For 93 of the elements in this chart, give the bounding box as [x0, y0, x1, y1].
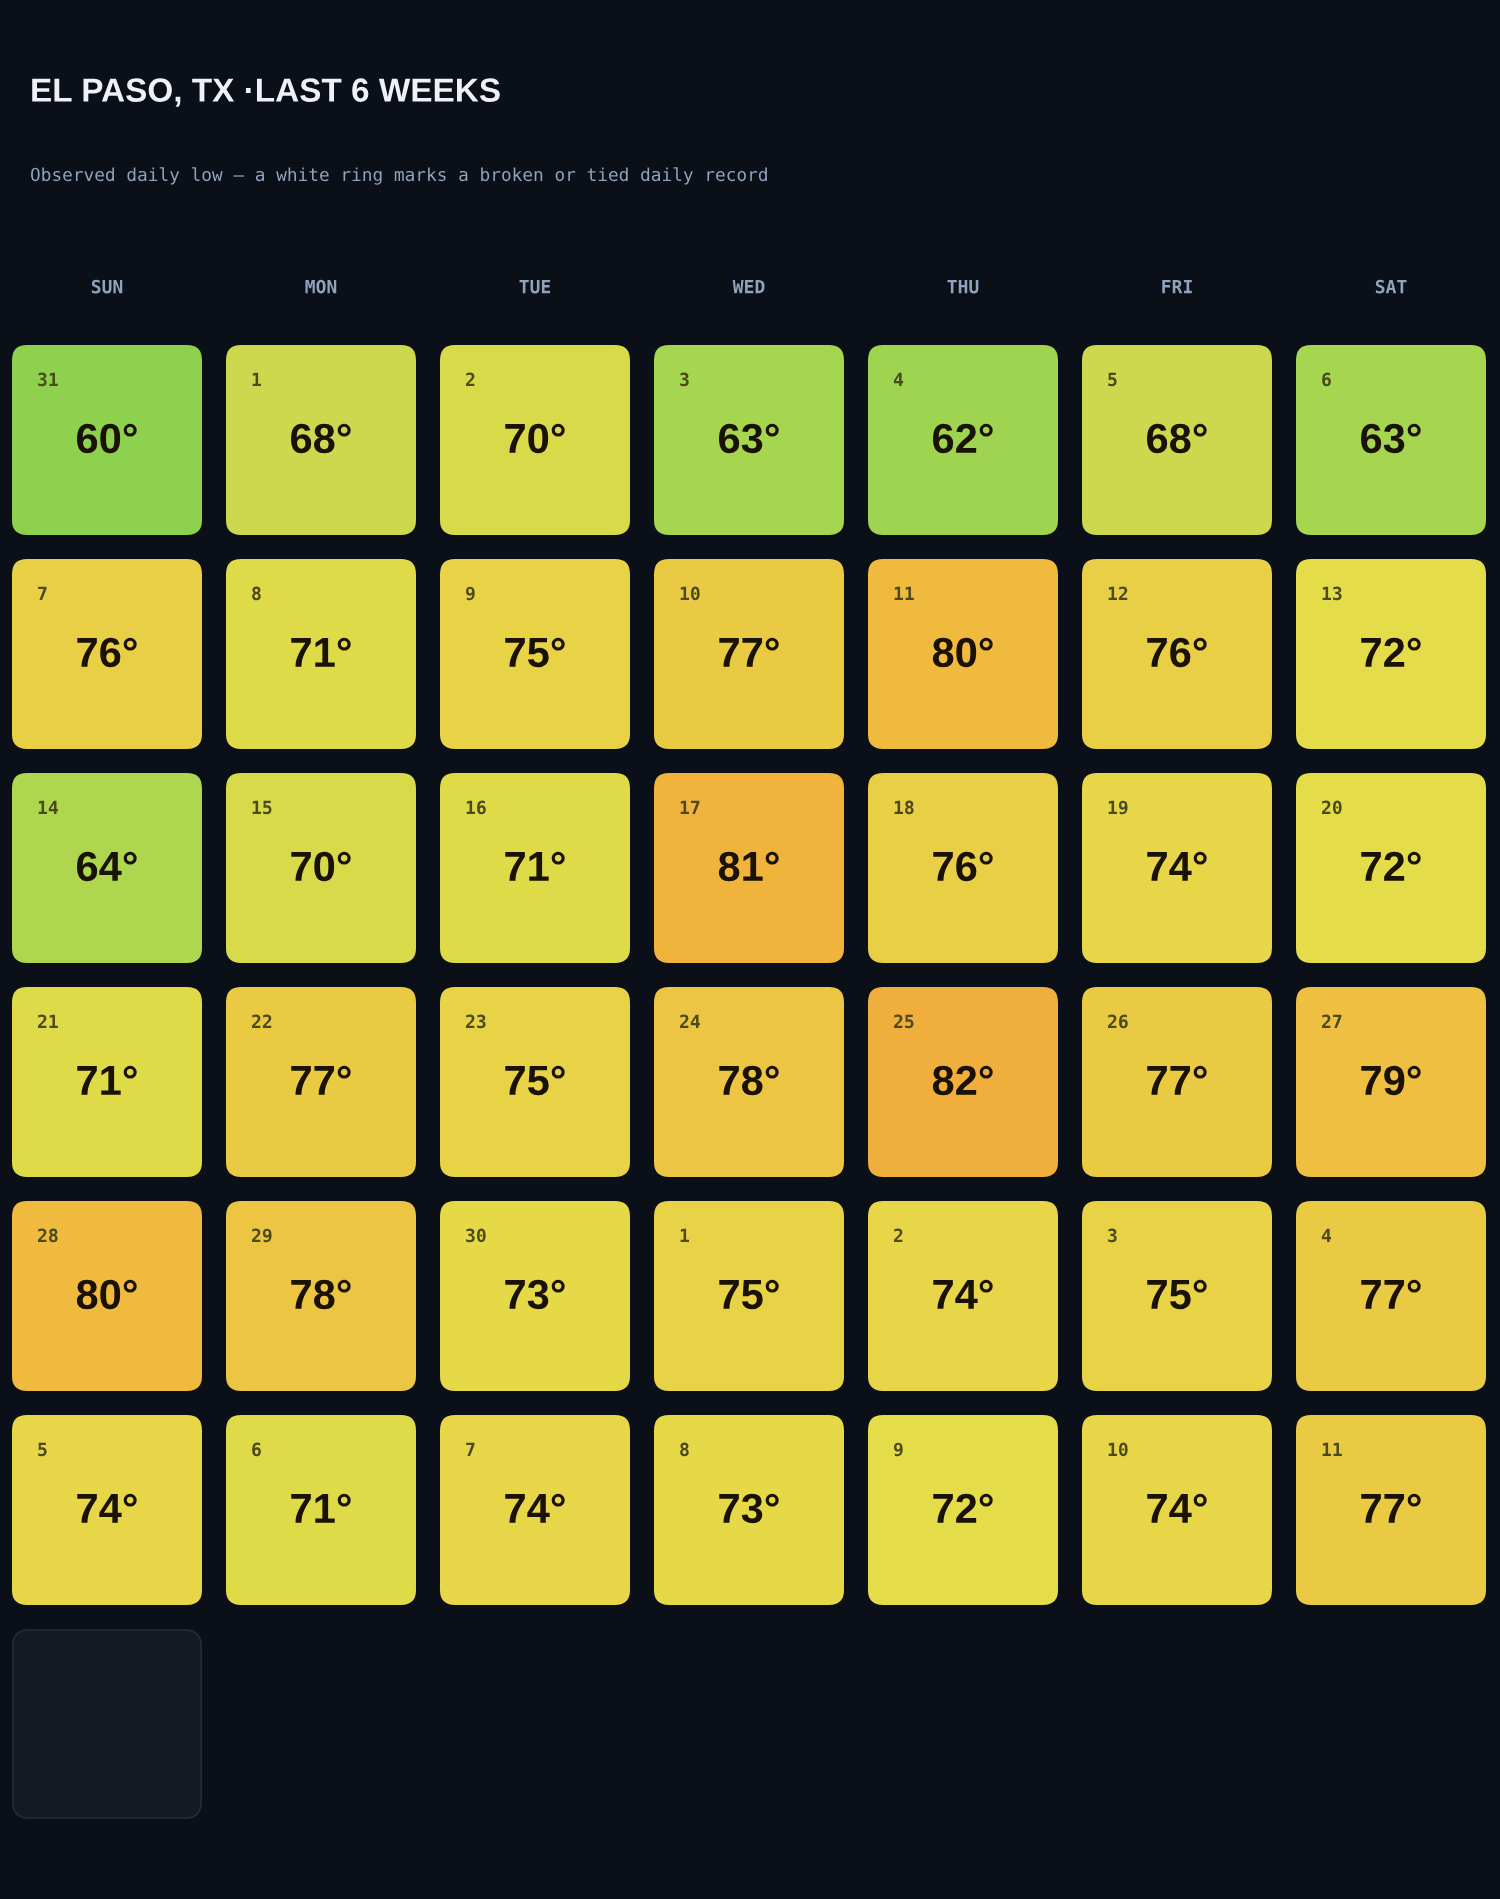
- data-label: 73°: [505, 1279, 565, 1310]
- annotation: 6: [252, 1442, 261, 1457]
- data-label: 71°: [505, 851, 565, 881]
- annotation: 5: [38, 1442, 47, 1457]
- data-label: 77°: [1361, 1279, 1421, 1309]
- annotation: 13: [1322, 586, 1342, 601]
- data-label: 71°: [291, 637, 351, 667]
- data-label: 74°: [505, 1493, 565, 1523]
- annotation: 20: [1322, 800, 1342, 815]
- annotation: 6: [1322, 372, 1331, 387]
- data-label: 77°: [291, 1065, 351, 1095]
- annotation: 12: [1108, 586, 1128, 600]
- annotation: 18: [894, 800, 914, 815]
- annotation: 29: [252, 1228, 272, 1243]
- data-label: 72°: [933, 1493, 993, 1523]
- data-label: 76°: [1147, 637, 1207, 668]
- data-label: 77°: [719, 637, 779, 667]
- annotation: 9: [465, 586, 475, 601]
- data-label: 76°: [77, 637, 137, 668]
- data-label: 82°: [932, 1065, 993, 1096]
- x-tick-label: THU: [947, 279, 979, 294]
- annotation: 16: [466, 800, 486, 815]
- data-label: 68°: [1147, 423, 1207, 454]
- annotation: 5: [1108, 372, 1117, 387]
- annotation: 14: [38, 800, 58, 814]
- data-label: 80°: [932, 637, 993, 668]
- annotation: 11: [894, 586, 914, 600]
- data-label: 76°: [933, 851, 993, 882]
- annotation: 7: [38, 586, 47, 600]
- data-label: 74°: [1147, 851, 1207, 881]
- data-label: 70°: [505, 423, 565, 454]
- data-label: 81°: [718, 851, 779, 882]
- annotation: 23: [466, 1014, 486, 1029]
- annotation: 27: [1322, 1014, 1342, 1028]
- data-label: 74°: [77, 1493, 137, 1523]
- data-label: 74°: [933, 1279, 993, 1309]
- annotation: 30: [466, 1228, 486, 1243]
- data-label: 75°: [505, 637, 565, 668]
- annotation: 25: [894, 1014, 914, 1029]
- x-tick-label: MON: [305, 279, 337, 294]
- data-label: 72°: [1361, 637, 1421, 667]
- annotation: 15: [252, 800, 272, 815]
- annotation: 1: [680, 1228, 690, 1242]
- annotation: 28: [38, 1228, 58, 1243]
- data-label: 75°: [719, 1279, 779, 1310]
- annotation: 21: [38, 1014, 58, 1028]
- data-label: 77°: [1147, 1065, 1207, 1095]
- annotation: 8: [252, 586, 261, 601]
- annotation: 7: [466, 1442, 475, 1456]
- data-label: 68°: [291, 423, 351, 454]
- annotation: 3: [680, 372, 689, 387]
- chart-title: EL PASO, TX ·LAST 6 WEEKS: [32, 78, 500, 107]
- annotation: 3: [1108, 1228, 1117, 1243]
- x-tick-label: FRI: [1162, 279, 1192, 294]
- x-tick-label: WED: [732, 279, 765, 294]
- data-label: 60°: [77, 423, 137, 454]
- data-label: 63°: [1361, 423, 1421, 454]
- data-label: 80°: [76, 1279, 137, 1310]
- data-label: 74°: [1147, 1493, 1207, 1523]
- x-tick-label: SAT: [1375, 279, 1407, 294]
- annotation: 26: [1108, 1014, 1128, 1029]
- annotation: 1: [252, 372, 262, 386]
- data-label: 71°: [77, 1065, 137, 1095]
- annotation: 22: [252, 1014, 272, 1028]
- data-label: 71°: [291, 1493, 351, 1523]
- data-label: 78°: [719, 1065, 779, 1096]
- data-label: 63°: [719, 423, 779, 454]
- x-tick-label: TUE: [519, 279, 551, 294]
- data-label: 64°: [77, 851, 137, 882]
- annotation: 31: [38, 372, 58, 387]
- annotation: 11: [1322, 1442, 1342, 1456]
- annotation: 4: [893, 372, 904, 386]
- data-label: 73°: [719, 1493, 779, 1524]
- chart-subtitle: Observed daily low — a white ring marks a broken or tied daily record: [31, 167, 767, 185]
- data-label: 62°: [933, 423, 993, 454]
- data-label: 72°: [1361, 851, 1421, 881]
- annotation: 10: [680, 586, 700, 601]
- annotation: 10: [1108, 1442, 1128, 1457]
- data-label: 75°: [505, 1065, 565, 1096]
- annotation: 2: [466, 372, 475, 386]
- x-tick-label: SUN: [91, 279, 123, 294]
- annotation: 2: [894, 1228, 903, 1242]
- annotation: 24: [680, 1014, 700, 1028]
- annotation: 8: [680, 1442, 689, 1457]
- data-label: 78°: [291, 1279, 351, 1310]
- data-label: 70°: [291, 851, 351, 882]
- annotation: 17: [680, 800, 700, 814]
- data-label: 75°: [1147, 1279, 1207, 1310]
- annotation: 4: [1321, 1228, 1332, 1242]
- annotation: 19: [1108, 800, 1128, 815]
- data-label: 77°: [1361, 1493, 1421, 1523]
- annotation: 9: [893, 1442, 903, 1457]
- data-label: 79°: [1361, 1065, 1421, 1096]
